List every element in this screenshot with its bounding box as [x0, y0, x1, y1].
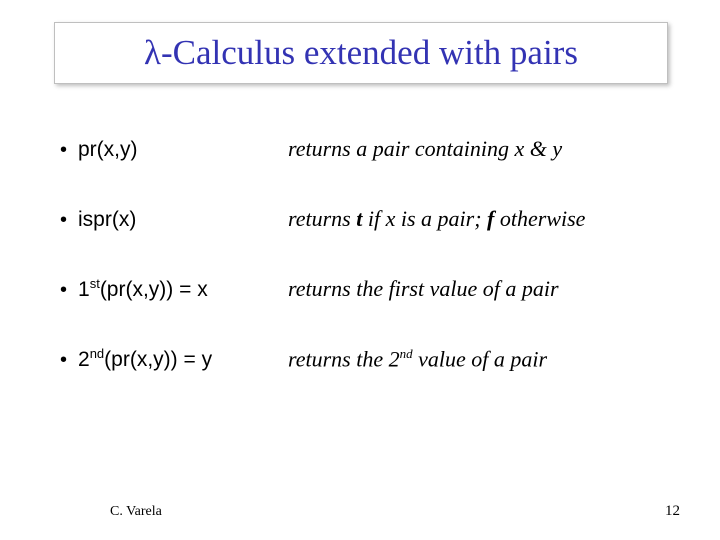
list-item: • 1st(pr(x,y)) = x returns the first val…: [60, 276, 660, 302]
operation-name: ispr(x): [78, 208, 288, 232]
desc-sup: nd: [400, 346, 413, 361]
desc-text: returns: [288, 206, 356, 231]
desc-text: if x is a pair;: [362, 206, 487, 231]
content-area: • pr(x,y) returns a pair containing x & …: [60, 136, 660, 416]
op-sup: nd: [90, 346, 104, 361]
list-item: • ispr(x) returns t if x is a pair; f ot…: [60, 206, 660, 232]
operation-desc: returns t if x is a pair; f otherwise: [288, 206, 660, 232]
op-pre: 2: [78, 348, 90, 371]
page-number: 12: [665, 503, 680, 520]
operation-desc: returns a pair containing x & y: [288, 136, 660, 162]
footer-author: C. Varela: [110, 504, 162, 520]
operation-name: 2nd(pr(x,y)) = y: [78, 346, 288, 372]
list-item: • 2nd(pr(x,y)) = y returns the 2nd value…: [60, 346, 660, 372]
op-pre: 1: [78, 278, 90, 301]
title-box: λ-Calculus extended with pairs: [54, 22, 668, 84]
bullet-icon: •: [60, 210, 78, 230]
operation-name: 1st(pr(x,y)) = x: [78, 276, 288, 302]
operation-name: pr(x,y): [78, 138, 288, 162]
op-post: (pr(x,y)) = y: [104, 348, 212, 371]
slide: λ-Calculus extended with pairs • pr(x,y)…: [0, 0, 720, 540]
desc-text: otherwise: [494, 206, 585, 231]
desc-text: value of a pair: [413, 346, 547, 371]
bullet-icon: •: [60, 350, 78, 370]
bullet-icon: •: [60, 280, 78, 300]
op-sup: st: [90, 276, 100, 291]
list-item: • pr(x,y) returns a pair containing x & …: [60, 136, 660, 162]
desc-text: returns the 2: [288, 346, 400, 371]
operation-desc: returns the 2nd value of a pair: [288, 346, 660, 372]
slide-title: λ-Calculus extended with pairs: [144, 34, 578, 73]
op-post: (pr(x,y)) = x: [100, 278, 208, 301]
operation-desc: returns the first value of a pair: [288, 276, 660, 302]
bullet-icon: •: [60, 140, 78, 160]
